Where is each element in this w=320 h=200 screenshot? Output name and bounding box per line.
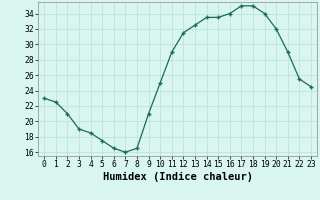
X-axis label: Humidex (Indice chaleur): Humidex (Indice chaleur) bbox=[103, 172, 252, 182]
